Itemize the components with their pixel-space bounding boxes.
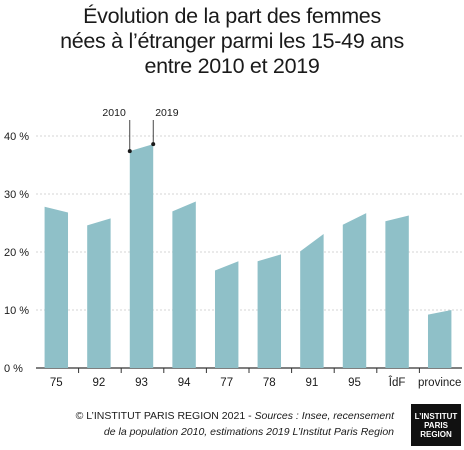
bar-province xyxy=(427,310,452,368)
x-tick-label: 75 xyxy=(50,377,63,389)
y-tick-label: 30 % xyxy=(4,189,29,201)
bar-75 xyxy=(44,206,69,368)
institut-logo: L’INSTITUT PARIS REGION xyxy=(411,404,461,446)
bar-78 xyxy=(257,254,282,368)
bar-92 xyxy=(87,218,111,368)
logo-line-3: REGION xyxy=(420,429,452,439)
x-tick-label: province xyxy=(418,377,461,389)
y-tick-label: 40 % xyxy=(4,131,29,143)
x-tick-label: ÎdF xyxy=(388,376,406,389)
x-tick-label: 78 xyxy=(263,377,276,389)
bar-93 xyxy=(129,144,154,368)
x-tick-label: 94 xyxy=(178,377,191,389)
x-tick-label: 93 xyxy=(135,377,148,389)
chart-title-line-2: nées à l’étranger parmi les 15-49 ans xyxy=(60,29,404,53)
source-text-continued: de la population 2010, estimations 2019 … xyxy=(103,426,394,438)
copyright-text: © L’INSTITUT PARIS REGION 2021 - xyxy=(75,410,255,422)
bar-91 xyxy=(300,234,324,368)
bar-ÎdF xyxy=(385,215,409,368)
x-tick-label: 92 xyxy=(93,377,106,389)
annotation-label-2019: 2019 xyxy=(155,107,179,119)
bar-77 xyxy=(214,261,239,368)
y-tick-label: 10 % xyxy=(4,305,29,317)
y-tick-label: 20 % xyxy=(4,247,29,259)
bar-94 xyxy=(172,201,196,368)
chart-title-line-1: Évolution de la part des femmes xyxy=(83,4,381,28)
chart-title-line-3: entre 2010 et 2019 xyxy=(144,54,320,78)
annotation-label-2010: 2010 xyxy=(102,107,126,119)
bar-95 xyxy=(342,213,367,368)
x-tick-label: 91 xyxy=(306,377,319,389)
source-text: Sources : Insee, recensement xyxy=(254,410,395,422)
x-tick-label: 77 xyxy=(220,377,233,389)
y-tick-label: 0 % xyxy=(4,363,23,375)
chart-title: Évolution de la part des femmes nées à l… xyxy=(0,4,464,79)
source-footer: © L’INSTITUT PARIS REGION 2021 - Sources… xyxy=(76,408,394,440)
logo-line-1: L’INSTITUT xyxy=(414,411,458,421)
logo-line-2: PARIS xyxy=(424,420,448,430)
x-tick-label: 95 xyxy=(348,377,361,389)
